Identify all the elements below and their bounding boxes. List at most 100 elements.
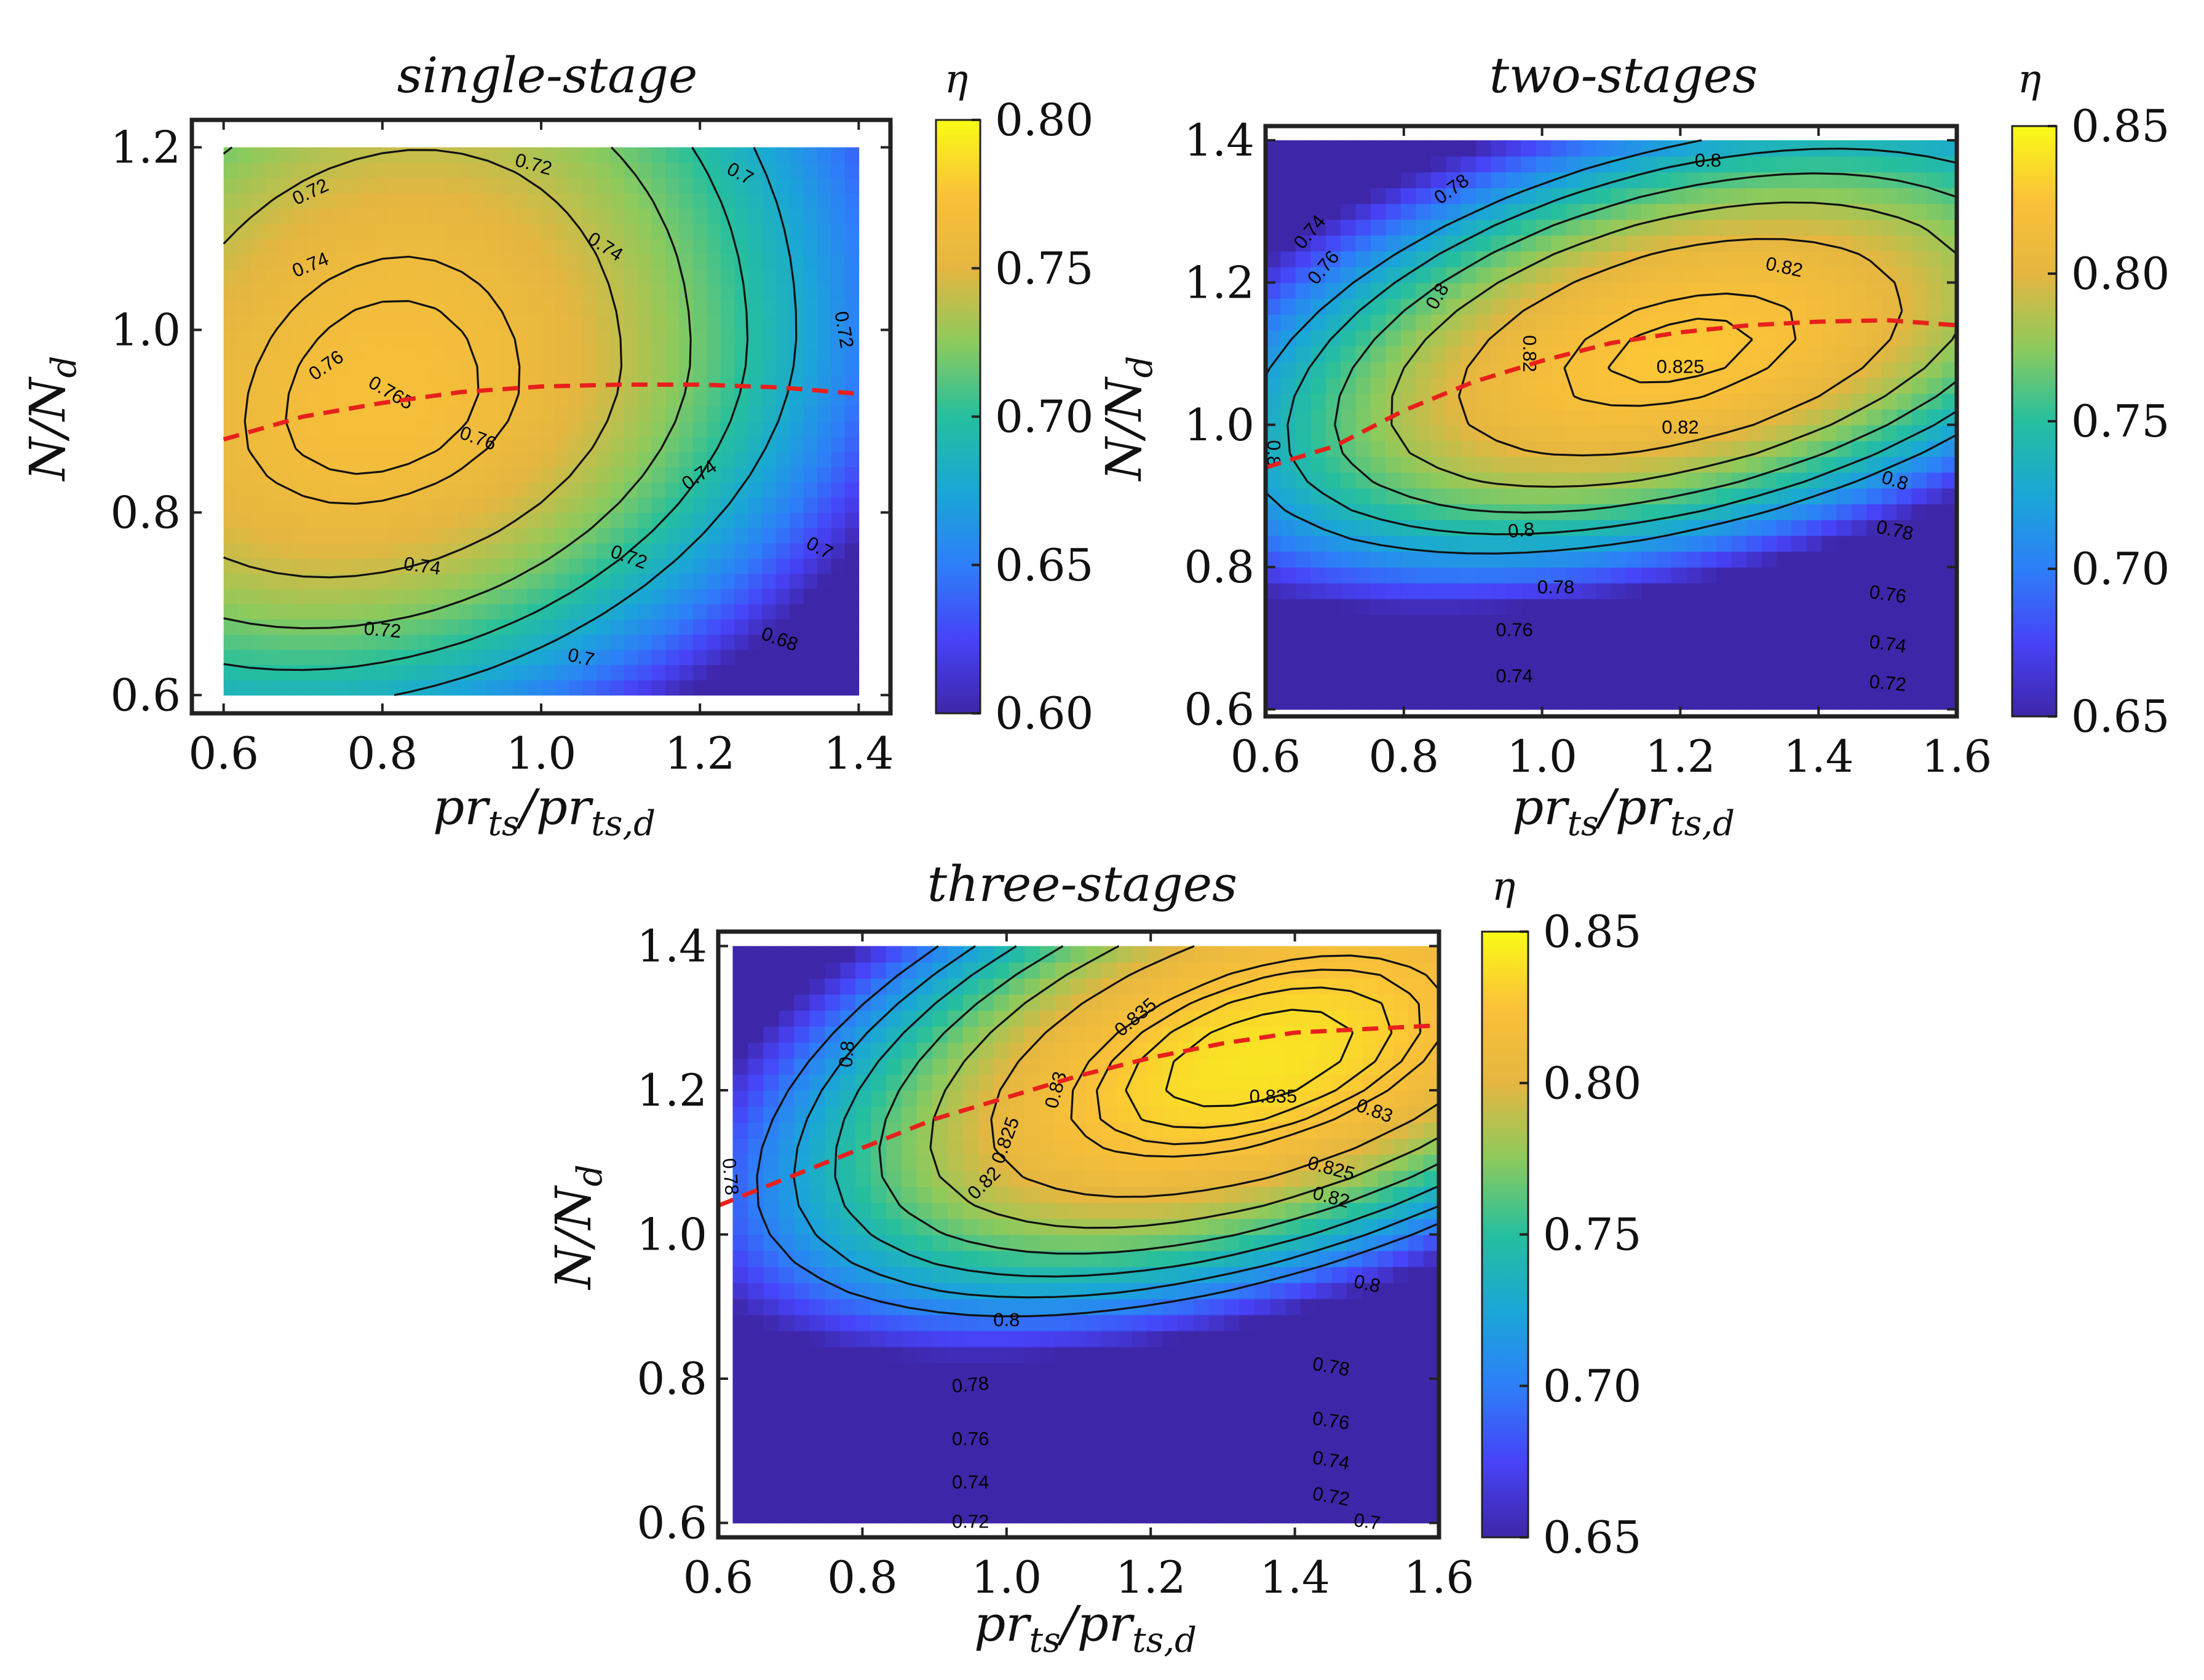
heatmap-cell <box>1806 346 1822 362</box>
heatmap-cell <box>794 1443 811 1460</box>
heatmap-cell <box>1355 409 1371 426</box>
heatmap-cell <box>748 1010 764 1027</box>
heatmap-cell <box>513 528 528 544</box>
heatmap-cell <box>1536 551 1552 568</box>
heatmap-cell <box>237 451 252 467</box>
heatmap-cell <box>1285 1395 1302 1411</box>
heatmap-cell <box>1551 693 1567 710</box>
heatmap-cell <box>794 1330 811 1347</box>
heatmap-cell <box>1178 1074 1194 1091</box>
heatmap-cell <box>1416 646 1432 663</box>
heatmap-cell <box>610 239 625 255</box>
heatmap-cell <box>1761 582 1777 600</box>
heatmap-cell <box>1491 582 1507 600</box>
heatmap-cell <box>794 1026 811 1043</box>
heatmap-cell <box>1416 678 1432 694</box>
heatmap-cell <box>1430 614 1447 631</box>
heatmap-cell <box>416 542 432 559</box>
heatmap-cell <box>1626 266 1642 283</box>
heatmap-cell <box>803 573 818 589</box>
heatmap-cell <box>624 360 638 376</box>
heatmap-cell <box>1686 219 1702 236</box>
heatmap-cell <box>665 573 680 589</box>
heatmap-cell <box>472 314 486 331</box>
heatmap-cell <box>978 1330 994 1347</box>
heatmap-cell <box>1897 266 1913 283</box>
heatmap-cell <box>1416 598 1432 616</box>
heatmap-cell <box>1285 1443 1302 1460</box>
heatmap-cell <box>1325 456 1341 473</box>
heatmap-cell <box>932 1443 948 1460</box>
heatmap-cell <box>403 178 418 194</box>
heatmap-cell <box>1581 219 1597 236</box>
heatmap-cell <box>1266 219 1282 236</box>
heatmap-cell <box>1341 472 1357 489</box>
heatmap-cell <box>223 192 238 209</box>
heatmap-cell <box>1430 662 1447 678</box>
heatmap-cell <box>932 1475 948 1492</box>
heatmap-cell <box>362 542 376 559</box>
heatmap-cell <box>1446 140 1462 157</box>
heatmap-cell <box>1371 219 1387 236</box>
heatmap-cell <box>1866 156 1882 173</box>
heatmap-cell <box>610 269 625 285</box>
heatmap-cell <box>444 223 459 239</box>
heatmap-cell <box>499 147 514 164</box>
heatmap-cell <box>292 253 307 270</box>
heatmap-cell <box>1686 535 1702 552</box>
heatmap-cell <box>486 330 501 346</box>
heatmap-cell <box>430 467 445 483</box>
heatmap-cell <box>264 269 280 285</box>
heatmap-cell <box>513 269 528 285</box>
heatmap-cell <box>582 558 597 574</box>
heatmap-cell <box>610 192 625 209</box>
heatmap-cell <box>1224 1395 1240 1411</box>
heatmap-cell <box>347 269 362 285</box>
heatmap-cell <box>1881 567 1898 584</box>
heatmap-cell <box>1371 520 1387 536</box>
heatmap-cell <box>1701 266 1717 283</box>
heatmap-cell <box>334 360 349 376</box>
heatmap-cell <box>1446 156 1462 173</box>
heatmap-cell <box>840 1491 856 1508</box>
heatmap-cell <box>555 680 569 696</box>
heatmap-cell <box>803 390 818 406</box>
heatmap-cell <box>825 1443 841 1460</box>
heatmap-cell <box>732 1090 749 1107</box>
heatmap-cell <box>1039 1186 1056 1203</box>
heatmap-cell <box>1193 1186 1210 1203</box>
heatmap-cell <box>794 1362 811 1379</box>
heatmap-cell <box>886 1427 902 1444</box>
heatmap-cell <box>1791 203 1807 220</box>
heatmap-cell <box>292 314 307 331</box>
heatmap-cell <box>734 390 749 406</box>
heatmap-cell <box>651 269 666 285</box>
heatmap-cell <box>1505 456 1522 473</box>
heatmap-cell <box>1461 582 1477 600</box>
heatmap-cell <box>1416 361 1432 378</box>
heatmap-cell <box>1280 488 1296 505</box>
heatmap-cell <box>1301 1058 1317 1075</box>
heatmap-cell <box>1325 662 1341 678</box>
heatmap-cell <box>527 619 542 635</box>
heatmap-cell <box>886 1234 902 1251</box>
heatmap-cell <box>582 208 597 224</box>
heatmap-cell <box>1355 567 1371 584</box>
heatmap-cell <box>1378 1330 1393 1347</box>
heatmap-cell <box>748 1090 764 1107</box>
x-tick-label: 0.6 <box>1231 731 1301 782</box>
heatmap-cell <box>993 1186 1010 1203</box>
heatmap-cell <box>279 299 293 315</box>
heatmap-cell <box>665 497 680 513</box>
heatmap-cell <box>817 573 832 589</box>
heatmap-cell <box>1791 535 1807 552</box>
heatmap-cell <box>825 1411 841 1427</box>
heatmap-cell <box>292 603 307 620</box>
heatmap-cell <box>306 467 321 483</box>
heatmap-cell <box>568 375 584 392</box>
heatmap-cell <box>692 284 708 300</box>
heatmap-cell <box>1385 504 1401 520</box>
heatmap-cell <box>1295 282 1312 299</box>
heatmap-cell <box>486 558 501 574</box>
heatmap-cell <box>472 375 486 392</box>
